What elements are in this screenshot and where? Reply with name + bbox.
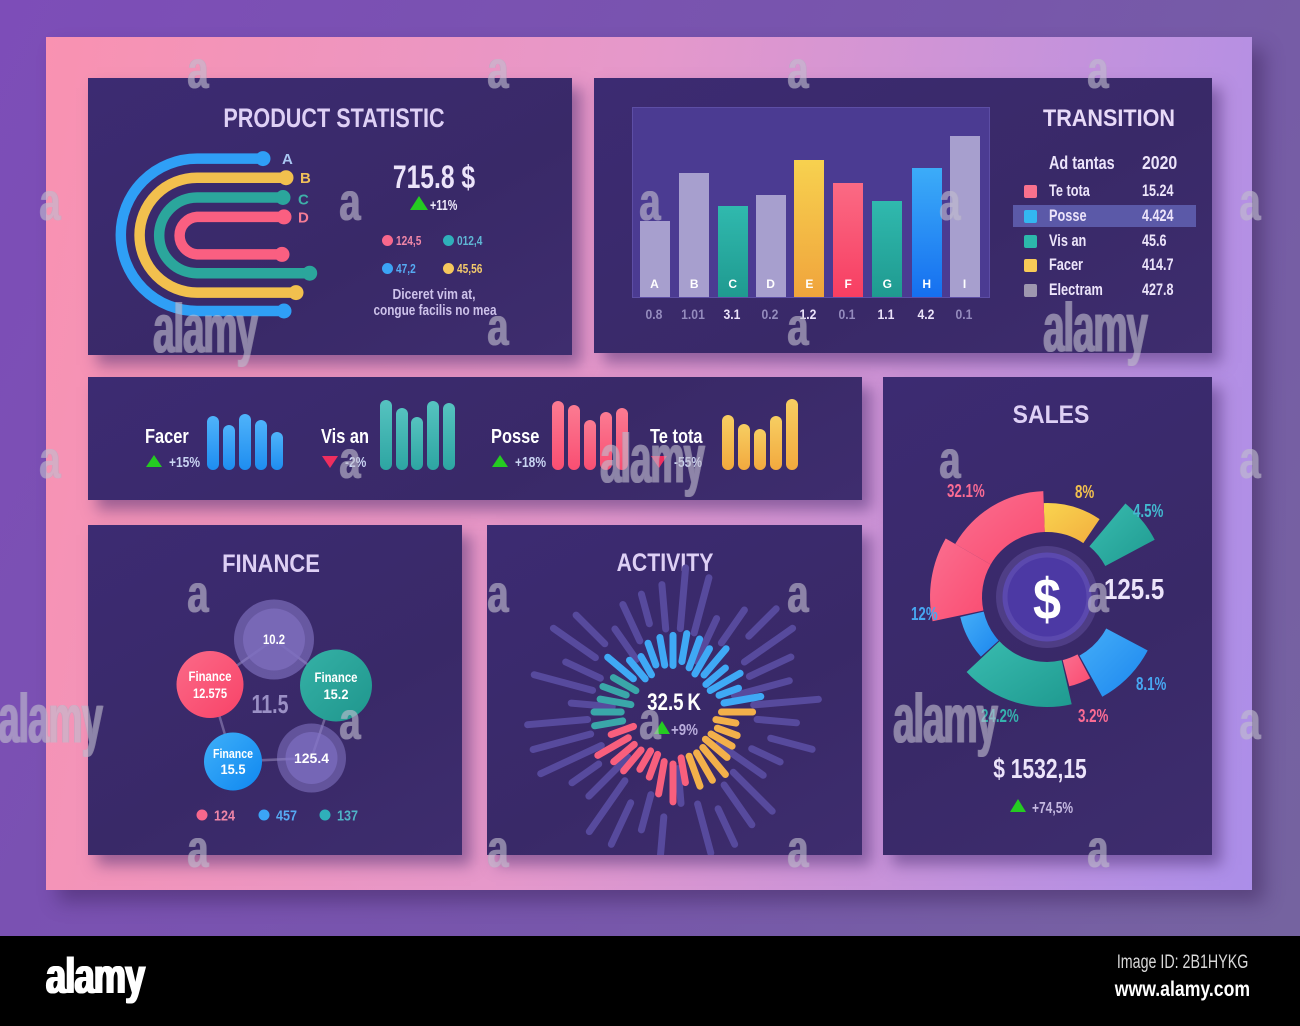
svg-text:125.4: 125.4 <box>294 750 329 766</box>
svg-text:B: B <box>300 170 311 187</box>
svg-text:12.575: 12.575 <box>193 685 227 701</box>
svg-text:137: 137 <box>337 808 358 825</box>
svg-text:15.5: 15.5 <box>221 761 246 777</box>
svg-text:D: D <box>298 210 309 227</box>
svg-text:A: A <box>282 151 293 168</box>
svg-text:Finance: Finance <box>189 668 232 684</box>
svg-text:457: 457 <box>276 808 297 825</box>
svg-text:Finance: Finance <box>315 669 358 685</box>
svg-text:124: 124 <box>214 808 236 825</box>
svg-text:$: $ <box>1033 567 1061 632</box>
svg-text:15.2: 15.2 <box>324 686 349 702</box>
svg-text:C: C <box>298 192 309 209</box>
svg-text:10.2: 10.2 <box>263 631 285 647</box>
svg-text:11.5: 11.5 <box>252 689 289 719</box>
svg-text:Finance: Finance <box>213 746 253 761</box>
